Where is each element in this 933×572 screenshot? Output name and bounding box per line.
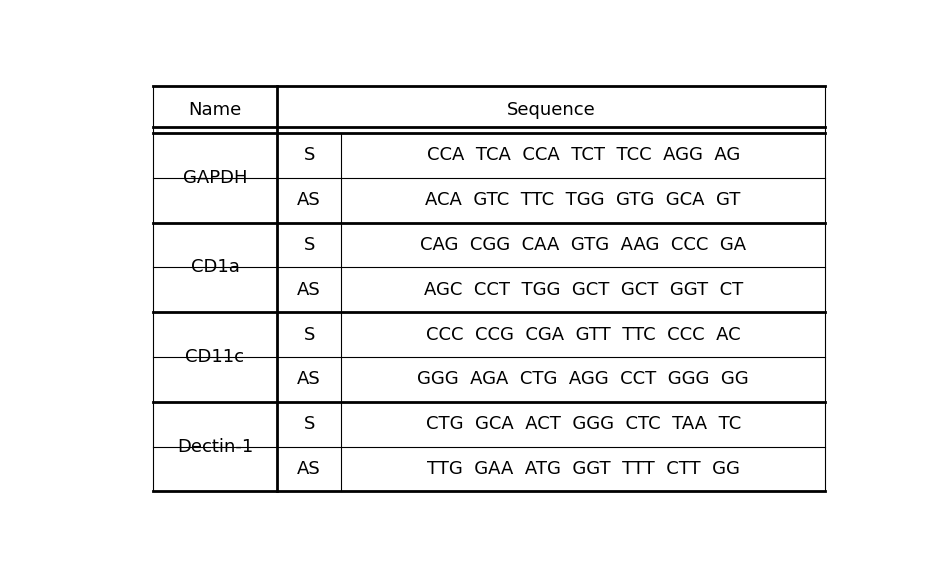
- Text: S: S: [303, 325, 314, 344]
- Text: S: S: [303, 146, 314, 164]
- Text: AS: AS: [298, 281, 321, 299]
- Text: AS: AS: [298, 460, 321, 478]
- Text: TTG  GAA  ATG  GGT  TTT  CTT  GG: TTG GAA ATG GGT TTT CTT GG: [426, 460, 740, 478]
- Text: CAG  CGG  CAA  GTG  AAG  CCC  GA: CAG CGG CAA GTG AAG CCC GA: [420, 236, 746, 254]
- Text: CD1a: CD1a: [190, 259, 240, 276]
- Text: CD11c: CD11c: [186, 348, 244, 366]
- Text: Dectin-1: Dectin-1: [177, 438, 253, 456]
- Text: AS: AS: [298, 371, 321, 388]
- Text: GGG  AGA  CTG  AGG  CCT  GGG  GG: GGG AGA CTG AGG CCT GGG GG: [417, 371, 749, 388]
- Text: S: S: [303, 236, 314, 254]
- Text: CCA  TCA  CCA  TCT  TCC  AGG  AG: CCA TCA CCA TCT TCC AGG AG: [426, 146, 740, 164]
- Text: S: S: [303, 415, 314, 433]
- Text: Name: Name: [188, 101, 242, 118]
- Text: ACA  GTC  TTC  TGG  GTG  GCA  GT: ACA GTC TTC TGG GTG GCA GT: [425, 191, 741, 209]
- Text: CCC  CCG  CGA  GTT  TTC  CCC  AC: CCC CCG CGA GTT TTC CCC AC: [425, 325, 741, 344]
- Text: CTG  GCA  ACT  GGG  CTC  TAA  TC: CTG GCA ACT GGG CTC TAA TC: [425, 415, 741, 433]
- Text: GAPDH: GAPDH: [183, 169, 247, 186]
- Text: AS: AS: [298, 191, 321, 209]
- Text: AGC  CCT  TGG  GCT  GCT  GGT  CT: AGC CCT TGG GCT GCT GGT CT: [424, 281, 743, 299]
- Text: Sequence: Sequence: [507, 101, 595, 118]
